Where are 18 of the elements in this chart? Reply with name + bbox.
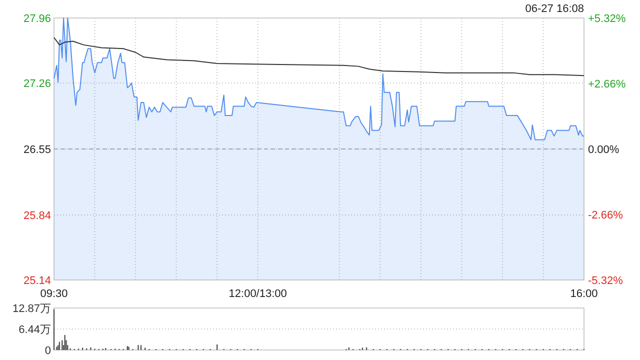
- y-tick-label: 12.87万: [12, 303, 51, 315]
- y2-tick-label: 0.00%: [588, 144, 620, 156]
- y-tick-label: 25.84: [23, 210, 51, 222]
- line-series: [54, 37, 584, 76]
- y2-tick-label: -5.32%: [588, 275, 624, 287]
- y-tick-label: 27.26: [23, 78, 51, 90]
- y-tick-label: 26.55: [23, 144, 51, 156]
- y2-tick-label: +2.66%: [588, 78, 626, 90]
- chart-subtitle: 06-27 16:08: [525, 3, 584, 15]
- x-tick-label: 12:00/13:00: [228, 288, 287, 300]
- x-tick-label: 16:00: [570, 288, 598, 300]
- y-tick-label: 0: [44, 345, 51, 357]
- y2-tick-label: +5.32%: [588, 13, 626, 25]
- y-tick-label: 6.44万: [18, 324, 51, 336]
- y-tick-label: 27.96: [23, 13, 51, 25]
- x-tick-label: 09:30: [40, 288, 68, 300]
- y-tick-label: 25.14: [23, 275, 51, 287]
- y2-tick-label: -2.66%: [588, 210, 624, 222]
